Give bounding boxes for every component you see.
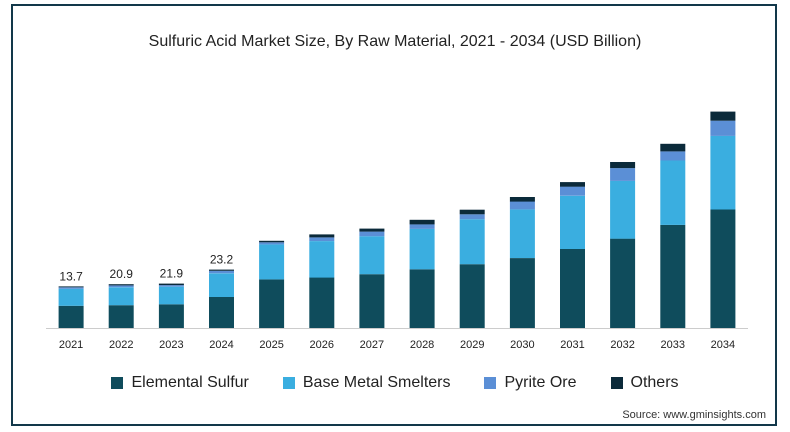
bar-segment — [710, 209, 736, 328]
bar-segment — [660, 160, 686, 225]
bar-segment — [459, 209, 485, 215]
bar-segment — [409, 228, 435, 270]
x-tick-label: 2022 — [109, 339, 133, 351]
x-tick-label: 2026 — [310, 339, 334, 351]
data-label: 13.7 — [59, 269, 83, 283]
legend-item-others: Others — [610, 374, 679, 392]
bar-segment — [509, 209, 535, 258]
x-tick-label: 2033 — [661, 339, 685, 351]
bar-segment — [610, 162, 636, 169]
bar-segment — [610, 168, 636, 181]
bar-segment — [710, 120, 736, 136]
x-tick-label: 2021 — [59, 339, 83, 351]
bar-segment — [209, 297, 234, 328]
bar-segment — [610, 238, 636, 328]
bar-segment — [158, 283, 184, 286]
data-label: 23.2 — [210, 253, 234, 267]
bar-segment — [660, 151, 686, 161]
bar-segment — [108, 285, 134, 288]
bar-segment — [409, 224, 435, 229]
bar-segment — [158, 286, 184, 305]
x-tick-label: 2028 — [410, 339, 434, 351]
legend-swatch — [282, 377, 295, 389]
bar-segment — [459, 264, 485, 328]
bar-segment — [509, 201, 535, 210]
bar-segment — [359, 231, 385, 237]
bar-segment — [58, 305, 84, 328]
bar-segment — [560, 249, 585, 328]
bar-segment — [108, 305, 134, 328]
bar-segment — [359, 236, 385, 275]
bar-segment — [560, 195, 585, 249]
bar-segment — [108, 287, 134, 306]
data-label: 21.9 — [160, 267, 184, 281]
chart-legend: Elemental Sulfur Base Metal Smelters Pyr… — [0, 374, 790, 392]
x-tick-label: 2031 — [560, 339, 584, 351]
x-tick-label: 2034 — [711, 339, 735, 351]
bar-segment — [459, 214, 485, 220]
x-tick-label: 2024 — [209, 339, 233, 351]
bar-segment — [359, 228, 385, 232]
bar-segment — [710, 135, 736, 210]
bar-segment — [259, 244, 285, 280]
legend-swatch — [610, 377, 623, 389]
bar-segment — [158, 285, 184, 287]
bar-segment — [158, 304, 184, 328]
bar-segment — [108, 284, 134, 286]
bar-segment — [58, 287, 84, 289]
x-tick-label: 2023 — [159, 339, 183, 351]
legend-item-base-metal-smelters: Base Metal Smelters — [282, 374, 451, 392]
bar-segment — [259, 240, 285, 243]
bar-segment — [710, 111, 736, 121]
legend-label: Others — [630, 374, 679, 391]
bar-segment — [359, 274, 385, 328]
bar-segment — [58, 288, 84, 306]
bar-segment — [459, 219, 485, 265]
bar-segment — [309, 234, 335, 238]
legend-swatch — [484, 377, 497, 389]
bar-segment — [309, 237, 335, 241]
bar-segment — [409, 269, 435, 328]
chart-frame — [11, 4, 777, 426]
bar-segment — [409, 219, 435, 225]
legend-label: Elemental Sulfur — [131, 374, 249, 391]
bar-segment — [309, 277, 335, 328]
bar-segment — [209, 269, 234, 271]
bar-segment — [309, 241, 335, 278]
source-note: Source: www.gminsights.com — [622, 409, 766, 421]
bar-segment — [610, 180, 636, 239]
data-label: 20.9 — [110, 267, 134, 281]
bar-segment — [660, 143, 686, 152]
legend-item-elemental-sulfur: Elemental Sulfur — [111, 374, 249, 392]
x-tick-label: 2032 — [610, 339, 634, 351]
x-tick-label: 2025 — [259, 339, 283, 351]
legend-label: Base Metal Smelters — [302, 374, 451, 391]
legend-item-pyrite-ore: Pyrite Ore — [484, 374, 577, 392]
bar-segment — [509, 197, 535, 202]
bar-segment — [209, 270, 234, 274]
chart-title: Sulfuric Acid Market Size, By Raw Materi… — [148, 33, 642, 50]
bar-segment — [560, 182, 585, 187]
x-tick-label: 2030 — [510, 339, 534, 351]
bar-segment — [58, 286, 84, 288]
bar-segment — [259, 242, 285, 245]
x-tick-label: 2027 — [360, 339, 384, 351]
bar-segment — [209, 273, 234, 297]
legend-label: Pyrite Ore — [504, 374, 577, 391]
legend-swatch — [111, 377, 124, 389]
bar-segment — [660, 224, 686, 328]
bar-segment — [259, 279, 285, 328]
x-tick-label: 2029 — [460, 339, 484, 351]
bar-segment — [560, 186, 585, 196]
bar-segment — [509, 258, 535, 328]
